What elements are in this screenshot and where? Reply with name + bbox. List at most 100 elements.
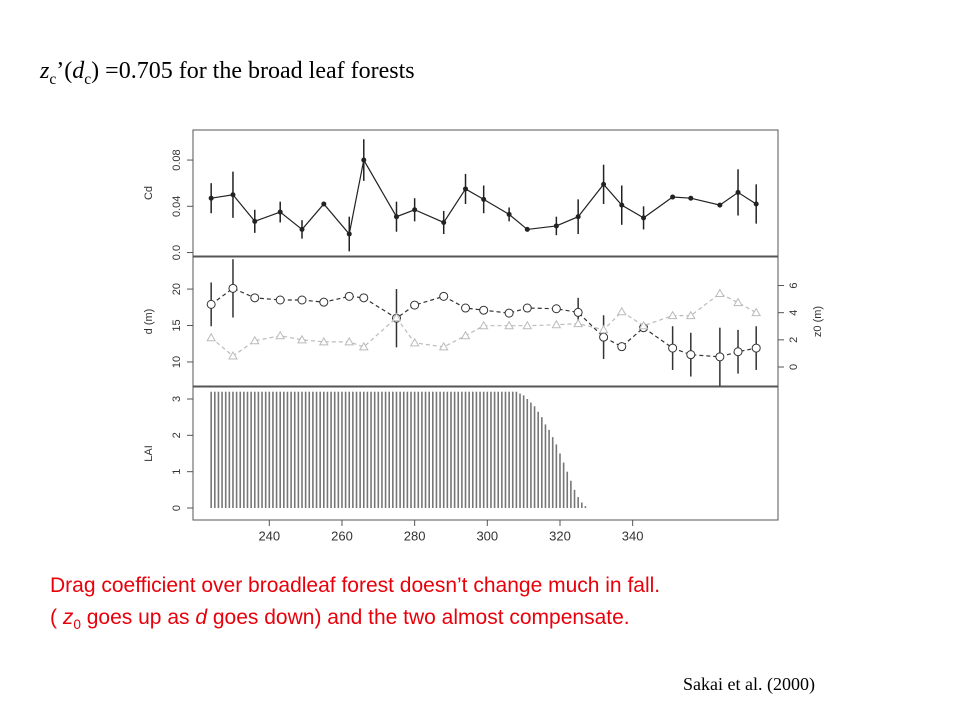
point bbox=[412, 207, 418, 213]
point bbox=[439, 291, 449, 301]
bar bbox=[424, 391, 427, 509]
point bbox=[461, 303, 471, 313]
point bbox=[299, 226, 305, 232]
point bbox=[228, 350, 238, 360]
bar bbox=[283, 391, 285, 509]
point bbox=[319, 297, 329, 307]
point bbox=[249, 335, 260, 345]
point bbox=[575, 214, 581, 220]
point bbox=[321, 201, 327, 207]
point bbox=[252, 218, 258, 224]
bar bbox=[555, 444, 558, 509]
point bbox=[524, 226, 530, 232]
bar bbox=[497, 391, 500, 509]
point bbox=[297, 334, 307, 344]
bar bbox=[290, 391, 292, 509]
bar bbox=[373, 391, 376, 509]
point bbox=[641, 215, 647, 221]
x-tick-label: 280 bbox=[404, 528, 426, 543]
bar bbox=[359, 391, 361, 509]
point bbox=[438, 341, 449, 351]
bar bbox=[395, 391, 398, 509]
bar bbox=[402, 391, 405, 509]
point bbox=[522, 320, 533, 330]
point bbox=[601, 181, 607, 187]
point bbox=[670, 194, 676, 200]
y-tick-label: 15 bbox=[171, 319, 183, 331]
point bbox=[208, 195, 214, 201]
bar bbox=[461, 391, 463, 509]
y2-tick-label: 6 bbox=[788, 282, 800, 288]
bar bbox=[410, 391, 412, 509]
x-tick-label: 260 bbox=[331, 528, 353, 543]
bar bbox=[366, 391, 369, 509]
bar bbox=[326, 391, 329, 509]
point bbox=[481, 196, 487, 202]
bar bbox=[315, 391, 318, 509]
bar bbox=[453, 391, 456, 509]
point bbox=[551, 319, 562, 329]
bar bbox=[570, 480, 572, 509]
bar bbox=[214, 391, 216, 509]
point bbox=[751, 307, 762, 317]
bar bbox=[264, 391, 267, 509]
y-axis-label: Cd bbox=[143, 186, 155, 200]
bar bbox=[559, 453, 561, 509]
bar bbox=[577, 497, 579, 509]
point bbox=[441, 219, 447, 225]
point bbox=[504, 320, 514, 330]
bar bbox=[511, 391, 514, 509]
bar bbox=[341, 391, 343, 509]
point bbox=[715, 352, 725, 362]
plot-frame bbox=[192, 129, 779, 257]
bar bbox=[450, 391, 452, 509]
bar bbox=[388, 391, 391, 509]
point bbox=[598, 324, 609, 334]
point bbox=[206, 299, 216, 309]
bar bbox=[337, 391, 340, 509]
plot-frame bbox=[192, 386, 779, 521]
bar bbox=[537, 411, 539, 509]
y-tick-label: 2 bbox=[171, 432, 183, 438]
point bbox=[715, 288, 725, 298]
bar bbox=[584, 506, 587, 509]
bar bbox=[377, 391, 380, 509]
point bbox=[344, 291, 354, 301]
bar bbox=[308, 391, 311, 509]
bar bbox=[312, 391, 314, 509]
point bbox=[361, 157, 367, 163]
bar bbox=[268, 391, 271, 509]
point bbox=[685, 310, 696, 320]
title-subscript: c bbox=[84, 70, 92, 88]
y-tick-label: 3 bbox=[171, 396, 183, 402]
point bbox=[522, 303, 532, 313]
caption-text: goes up as bbox=[80, 606, 196, 629]
point bbox=[460, 330, 471, 340]
bar bbox=[464, 391, 467, 509]
point bbox=[751, 343, 761, 353]
caption-symbol: d bbox=[195, 606, 208, 629]
bar bbox=[519, 393, 521, 509]
bar bbox=[399, 391, 401, 509]
bar bbox=[362, 391, 365, 509]
bar bbox=[526, 398, 529, 509]
y-axis-label: d (m) bbox=[143, 309, 155, 335]
point bbox=[275, 295, 285, 305]
slide-title: zc’(dc) =0.705 for the broad leaf forest… bbox=[40, 58, 415, 89]
point bbox=[686, 350, 696, 360]
y2-tick-label: 4 bbox=[788, 310, 800, 316]
x-tick-label: 240 bbox=[258, 528, 280, 543]
bar bbox=[246, 391, 249, 509]
bar bbox=[468, 391, 470, 509]
bar bbox=[446, 391, 449, 509]
title-subscript: c bbox=[49, 70, 57, 88]
point bbox=[619, 202, 625, 208]
y-tick-label: 0.08 bbox=[171, 149, 183, 170]
y-tick-label: 0.04 bbox=[171, 196, 183, 217]
point bbox=[616, 306, 627, 316]
bar bbox=[439, 391, 441, 509]
bar bbox=[275, 391, 278, 509]
point bbox=[599, 332, 609, 342]
bar bbox=[217, 391, 220, 509]
